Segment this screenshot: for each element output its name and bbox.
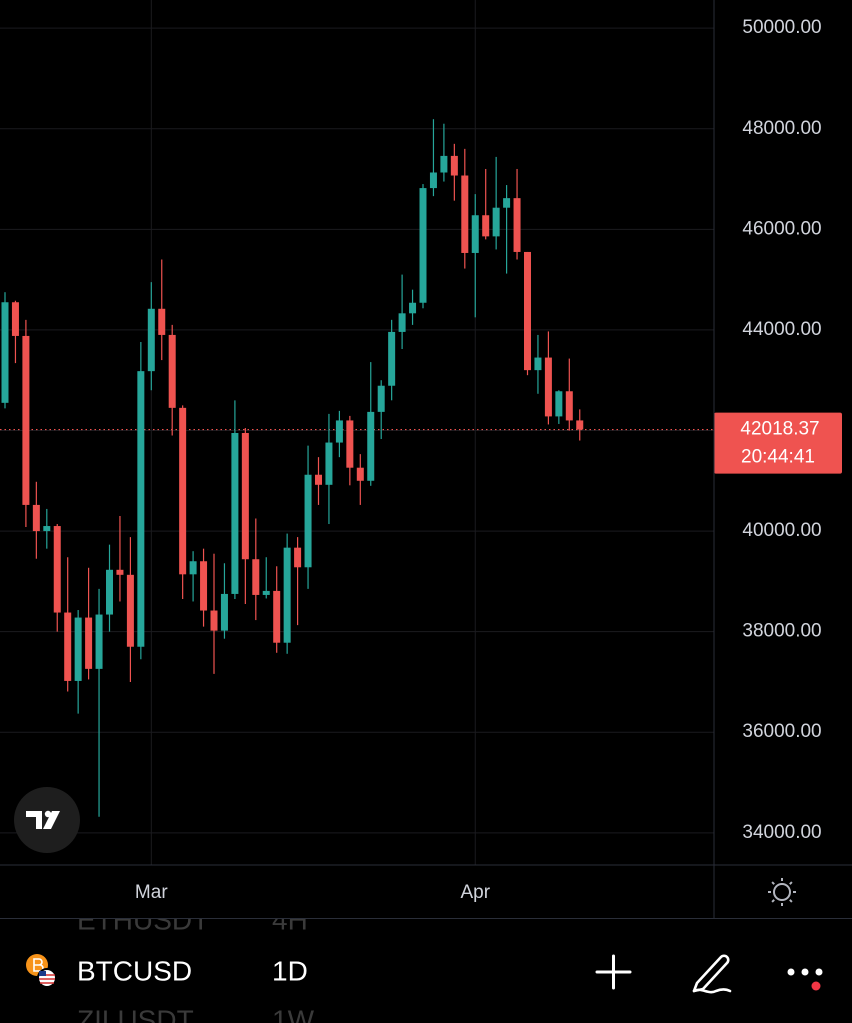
candle-body [482,215,490,237]
candle-body [576,420,584,430]
candle-body [367,411,375,481]
candle-body [335,420,343,443]
candle-body [158,308,166,335]
candle-body [147,308,155,372]
candle-body [471,215,479,253]
axes: 34000.0036000.0038000.0040000.0042000.00… [135,17,842,903]
candle-body [461,175,469,253]
last-price-label: 42018.37 [740,419,819,440]
symbol[interactable]: BTCUSD [77,955,192,986]
candle-body [85,617,93,669]
candle-body [189,561,197,575]
candle-body [534,357,542,371]
candle-body [565,391,573,421]
candle-body [450,155,458,176]
candle-body [524,251,531,371]
candle-body [53,526,61,613]
next-symbol[interactable]: ZILUSDT [77,1004,194,1023]
add-button[interactable] [595,954,632,990]
next-interval[interactable]: 1W [272,1004,315,1023]
candle-body [315,474,322,485]
candle-body [220,593,228,631]
candle-body [1,302,9,403]
candle-body [32,504,40,532]
y-tick-label: 50000.00 [742,17,821,38]
candle-body [294,547,302,568]
y-tick-label: 38000.00 [742,621,821,642]
candle-body [22,335,30,505]
candle-body [283,547,291,643]
candle-body [356,467,364,481]
candle-body [409,302,417,314]
candle-body [137,371,145,647]
candle-body [377,385,385,412]
grid [0,0,714,865]
bar-countdown: 20:44:41 [741,447,815,468]
x-tick-label: Apr [460,882,490,903]
last-price-badge [714,412,842,474]
drawing-button[interactable] [692,954,732,994]
candle-body [106,569,113,615]
candle-body [513,198,521,252]
y-tick-label: 46000.00 [742,218,821,239]
prev-symbol[interactable]: ETHUSDT [77,904,209,935]
candle-body [492,207,500,237]
candle-body [555,391,563,417]
candle-body [304,474,312,568]
y-tick-label: 34000.00 [742,822,821,843]
candles [1,119,584,817]
y-tick-label: 48000.00 [742,118,821,139]
candle-body [429,172,437,189]
candle-body [74,617,82,681]
y-tick-label: 44000.00 [742,319,821,340]
candle-body [544,357,552,417]
candle-body [116,569,124,575]
candle-body [503,198,511,208]
prev-interval[interactable]: 4H [272,904,308,935]
tradingview-logo[interactable] [14,787,80,853]
candle-body [262,590,270,595]
candle-body [64,612,72,681]
symbol-icon [26,954,57,988]
candle-body [210,610,218,631]
candle-body [241,433,249,560]
candle-body [252,559,260,595]
candle-body [179,407,187,575]
candle-body [346,420,354,468]
candle-body [200,561,208,611]
y-tick-label: 40000.00 [742,520,821,541]
candle-body [43,526,51,532]
candle-body [273,590,281,643]
more-button[interactable] [787,968,823,991]
interval[interactable]: 1D [272,955,308,986]
candle-body [398,313,406,332]
y-tick-label: 36000.00 [742,721,821,742]
candle-body [168,334,176,408]
candle-body [388,331,396,386]
candle-body [325,442,333,485]
candle-body [419,188,427,303]
x-tick-label: Mar [135,882,168,903]
settings-button[interactable] [768,878,796,906]
candle-body [11,302,19,336]
candle-body [231,433,239,594]
candle-body [440,155,448,173]
candle-body [126,574,134,647]
candle-body [95,614,103,669]
symbol-list: ETHUSDT 4H ZILUSDT 1W [77,904,315,1023]
